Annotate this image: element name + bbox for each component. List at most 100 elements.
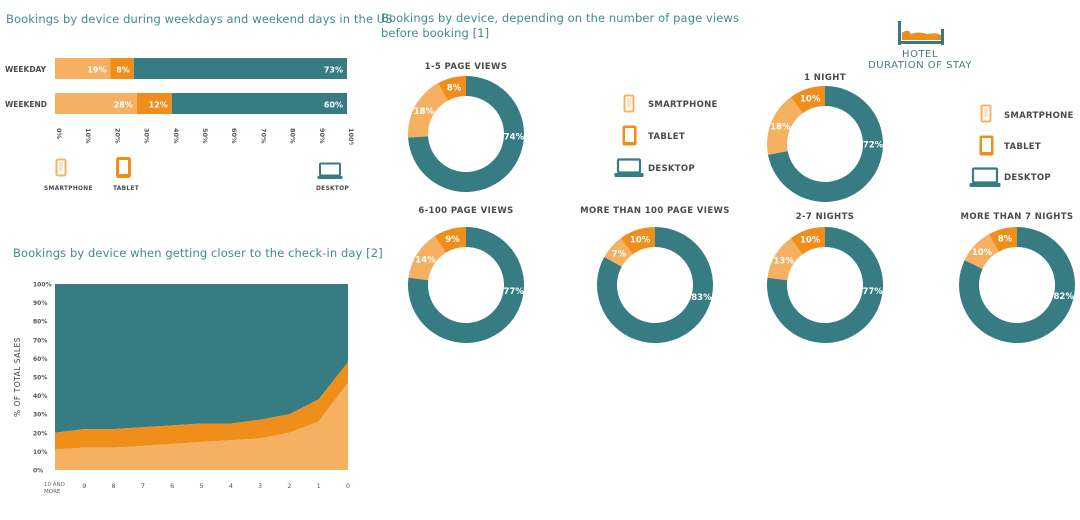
area-y-tick-label: 10% — [33, 449, 47, 456]
bar-segment-desktop — [133, 58, 347, 79]
pageviews-donut: 14% 9% 77% — [408, 227, 524, 343]
donut-slice-tablet — [989, 227, 1017, 252]
donut-title: 1 NIGHT — [804, 73, 846, 83]
area-x-tick-label: 6 — [170, 482, 174, 490]
pageviews-donut: 7%10% 83% — [597, 227, 713, 343]
stay-legend-tablet-label: TABLET — [1004, 142, 1042, 152]
smartphone-icon — [55, 158, 67, 177]
donut-value-label: 8% — [447, 84, 462, 94]
area-y-tick-label: 20% — [33, 430, 47, 437]
bar-value-label: 60% — [324, 101, 343, 110]
stay-donut: 18% 10% 72% — [767, 86, 884, 202]
tablet-icon — [622, 125, 637, 146]
area-x-tick-label: 5 — [199, 482, 203, 490]
bar-tick-label: 30% — [143, 128, 151, 144]
donut-slice-tablet — [790, 86, 825, 114]
bars-legend-tablet — [115, 156, 133, 184]
pageviews-title: Bookings by device, depending on the num… — [381, 11, 739, 41]
donut-slice-smartphone — [604, 238, 633, 267]
bar-segment-smartphone — [55, 93, 137, 114]
donut-title: 1-5 PAGE VIEWS — [424, 62, 508, 72]
bars-legend-desktop — [317, 162, 343, 184]
donut-value-label: 7% — [612, 249, 627, 259]
bar-value-label: 28% — [114, 101, 133, 110]
area-y-tick-label: 90% — [33, 300, 47, 307]
stay-legend-smartphone-label: SMARTPHONE — [1004, 111, 1074, 121]
area-y-tick-label: 50% — [33, 375, 47, 382]
bar-tick-label: 40% — [172, 128, 180, 144]
bar-category-label: WEEKEND — [5, 100, 47, 109]
area-x-tick-label: MORE — [44, 489, 61, 495]
donut-value-label: 13% — [774, 257, 795, 267]
area-x-tick-label: 9 — [82, 482, 86, 490]
area-y-tick-label: 80% — [33, 319, 47, 326]
donut-value-label: 72% — [863, 141, 884, 151]
area-x-tick-label: 1 — [317, 482, 321, 490]
area-x-tick-label: 4 — [229, 482, 233, 490]
area-x-tick-label: 0 — [346, 482, 350, 490]
bar-value-label: 8% — [116, 66, 130, 75]
donut-slice-desktop — [959, 227, 1075, 343]
donut-title: 6-100 PAGE VIEWS — [418, 206, 514, 216]
donut-value-label: 10% — [800, 94, 821, 104]
desktop-icon — [614, 158, 644, 177]
donut-slice-tablet — [434, 227, 466, 253]
bars-title: Bookings by device during weekdays and w… — [6, 12, 393, 26]
donut-slice-tablet — [790, 227, 825, 255]
bars-legend-desktop-label: DESKTOP — [316, 184, 349, 192]
bar-segment-smartphone — [55, 58, 111, 79]
bar-tick-label: 80% — [289, 128, 297, 144]
hotel-title-line2: DURATION OF STAY — [868, 60, 972, 71]
donut-value-label: 77% — [862, 287, 883, 297]
bar-tick-label: 0% — [55, 128, 63, 140]
bar-tick-label: 70% — [259, 128, 267, 144]
stay-donut: 10% 8% 82% — [959, 227, 1075, 343]
donut-value-label: 9% — [445, 235, 460, 245]
donut-value-label: 8% — [998, 235, 1013, 245]
area-y-tick-label: 40% — [33, 393, 47, 400]
bar-value-label: 73% — [324, 66, 343, 75]
bars-legend-smartphone-label: SMARTPHONE — [44, 184, 93, 192]
tablet-icon — [116, 157, 131, 178]
area-title: Bookings by device when getting closer t… — [13, 246, 383, 260]
area-x-tick-label: 2 — [287, 482, 291, 490]
bar-tick-label: 50% — [201, 128, 209, 144]
bed-icon — [898, 21, 944, 45]
area-series-desktop — [55, 284, 348, 433]
donut-slice-smartphone — [767, 97, 803, 155]
donut-slice-smartphone — [408, 83, 448, 138]
pageviews-title-line1: Bookings by device, depending on the num… — [381, 11, 740, 25]
donut-value-label: 18% — [414, 107, 435, 117]
area-x-tick-label: 3 — [258, 482, 262, 490]
bar-category-label: WEEKDAY — [5, 65, 47, 74]
donut-slice-desktop — [408, 227, 524, 343]
area-y-tick-label: 100% — [33, 282, 52, 289]
bar-value-label: 12% — [149, 101, 168, 110]
area-y-tick-label: 60% — [33, 356, 47, 363]
bar-value-label: 19% — [87, 66, 106, 75]
donut-slice-tablet — [620, 227, 655, 255]
donut-value-label: 10% — [972, 248, 993, 258]
tablet-icon — [979, 135, 994, 156]
area-series-tablet — [55, 362, 348, 450]
pv-legend-smartphone-label: SMARTPHONE — [648, 100, 718, 110]
donut-slice-desktop — [767, 227, 883, 343]
donut-value-label: 10% — [800, 235, 821, 245]
donut-slice-desktop — [408, 76, 524, 192]
hotel-title: HOTEL DURATION OF STAY — [840, 49, 1000, 71]
stay-donut: 13% 10% 77% — [767, 227, 883, 343]
bar-segment-desktop — [171, 93, 347, 114]
bar-tick-label: 20% — [113, 128, 121, 144]
donut-value-label: 74% — [504, 133, 525, 143]
weekday-bar-chart: WEEKDAY 19% 8% 73% WEEKEND 28% 12% 60% 0% 10% 20% 3… — [5, 58, 355, 145]
donut-slice-smartphone — [964, 234, 999, 269]
stay-legend-desktop-label: DESKTOP — [1004, 173, 1051, 183]
donut-value-label: 83% — [691, 293, 712, 303]
donut-title: MORE THAN 7 NIGHTS — [960, 212, 1074, 222]
area-x-tick-label: 10 AND — [44, 482, 65, 488]
area-y-axis-label: % OF TOTAL SALES — [13, 337, 22, 417]
bar-tick-label: 60% — [230, 128, 238, 144]
bars-legend-smartphone — [55, 158, 67, 182]
donut-slice-desktop — [597, 227, 713, 343]
area-y-tick-label: 0% — [33, 468, 43, 475]
